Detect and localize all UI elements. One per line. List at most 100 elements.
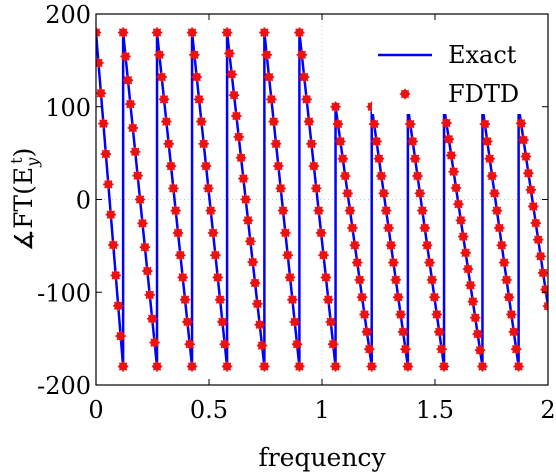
- fdtd-point-star: [421, 240, 433, 251]
- fdtd-point-star: [198, 138, 209, 150]
- fdtd-point-star: [156, 71, 167, 83]
- fdtd-point-star: [443, 134, 455, 145]
- fdtd-point-star: [417, 205, 428, 216]
- fdtd-point-star: [429, 292, 440, 303]
- fdtd-point-star: [98, 118, 109, 129]
- fdtd-point-star: [383, 222, 394, 234]
- legend-background: [372, 32, 540, 114]
- fdtd-point-star: [533, 234, 544, 245]
- fdtd-point-star: [414, 188, 426, 199]
- fdtd-point-star: [266, 94, 277, 105]
- fdtd-point-star: [252, 298, 263, 310]
- fdtd-point-star: [205, 205, 216, 216]
- fdtd-point-star: [484, 153, 495, 164]
- fdtd-point-star: [371, 136, 382, 147]
- fdtd-point-star: [186, 27, 198, 38]
- fdtd-point-star: [402, 361, 414, 372]
- fdtd-point-star: [376, 170, 387, 182]
- fdtd-point-star: [212, 272, 223, 283]
- fdtd-point-star: [315, 227, 327, 239]
- fdtd-point-star: [356, 292, 368, 303]
- fdtd-point-star: [203, 183, 214, 194]
- fdtd-point-star: [470, 312, 481, 323]
- fdtd-point-star: [117, 361, 129, 372]
- fdtd-point-star: [342, 188, 353, 199]
- fdtd-point-star: [426, 274, 438, 286]
- fdtd-point-star: [115, 330, 126, 342]
- fdtd-point-star: [303, 116, 315, 127]
- fdtd-point-star: [127, 122, 139, 134]
- fdtd-point-star: [496, 240, 507, 251]
- fdtd-point-star: [117, 27, 129, 38]
- fdtd-point-star: [301, 94, 312, 105]
- fdtd-point-star: [467, 296, 479, 307]
- fdtd-point-star: [184, 338, 195, 350]
- fdtd-point-star: [137, 218, 148, 229]
- fdtd-point-star: [486, 170, 498, 182]
- fdtd-point-star: [165, 160, 177, 172]
- fdtd-point-star: [530, 217, 541, 229]
- fdtd-point-star: [318, 249, 329, 261]
- fdtd-point-star: [424, 257, 435, 268]
- fdtd-point-star: [96, 57, 104, 69]
- fdtd-point-star: [217, 316, 228, 328]
- x-tick-label: 2: [540, 396, 555, 424]
- fdtd-point-star: [182, 316, 193, 328]
- fdtd-point-star: [542, 300, 548, 312]
- y-tick-label: 0: [76, 187, 91, 215]
- fdtd-point-star: [96, 27, 102, 38]
- fdtd-point-star: [170, 205, 181, 216]
- fdtd-point-star: [390, 274, 402, 286]
- fdtd-point-star: [231, 110, 242, 122]
- fdtd-point-star: [474, 345, 486, 356]
- fdtd-point-star: [494, 222, 505, 234]
- fdtd-point-star: [256, 340, 268, 351]
- fdtd-point-star: [361, 326, 373, 338]
- fdtd-point-star: [132, 170, 143, 181]
- fdtd-point-star: [311, 183, 322, 194]
- fdtd-point-star: [330, 361, 341, 372]
- fdtd-point-star: [96, 88, 107, 99]
- fdtd-point-star: [405, 118, 416, 130]
- y-axis-title-text: ∡FT(Eyt): [7, 148, 42, 252]
- legend-swatch-fdtd-star: [399, 88, 411, 100]
- fdtd-point-star: [193, 94, 205, 105]
- fdtd-point-star: [537, 267, 548, 279]
- fdtd-point-star: [259, 27, 270, 38]
- fdtd-point-star: [226, 69, 237, 80]
- grid-lines: [96, 14, 548, 385]
- fdtd-point-star: [238, 173, 249, 184]
- fdtd-point-star: [501, 274, 512, 286]
- fdtd-point-star: [254, 319, 265, 330]
- y-axis-title: ∡FT(Eyt): [7, 148, 42, 252]
- fdtd-point-star: [282, 249, 293, 261]
- y-tick-label: 200: [45, 1, 91, 29]
- fdtd-point-star: [506, 309, 517, 320]
- fdtd-point-star: [323, 294, 334, 305]
- fdtd-point-star: [273, 160, 284, 172]
- fdtd-point-star: [395, 309, 406, 320]
- fdtd-point-star: [518, 134, 529, 146]
- fdtd-point-star: [340, 170, 351, 182]
- fdtd-point-star: [354, 274, 365, 286]
- fdtd-point-star: [479, 118, 491, 130]
- fdtd-point-star: [112, 300, 124, 311]
- fdtd-point-star: [139, 242, 151, 253]
- fdtd-point-star: [477, 361, 488, 372]
- legend-label-fdtd: FDTD: [448, 80, 519, 108]
- fdtd-point-star: [110, 270, 121, 281]
- fdtd-point-star: [233, 131, 244, 143]
- fdtd-point-star: [144, 289, 155, 301]
- fdtd-point-star: [308, 160, 320, 172]
- fdtd-point-star: [179, 294, 191, 305]
- fdtd-point-star: [287, 294, 298, 305]
- fdtd-point-star: [446, 150, 457, 161]
- fdtd-point-star: [325, 316, 336, 328]
- fdtd-point-star: [270, 138, 282, 150]
- fdtd-point-star: [482, 136, 493, 147]
- fdtd-point-star: [412, 170, 423, 182]
- fdtd-point-star: [438, 361, 450, 372]
- fdtd-point-star: [122, 75, 134, 86]
- fdtd-point-star: [130, 146, 141, 157]
- fdtd-point-star: [431, 309, 443, 320]
